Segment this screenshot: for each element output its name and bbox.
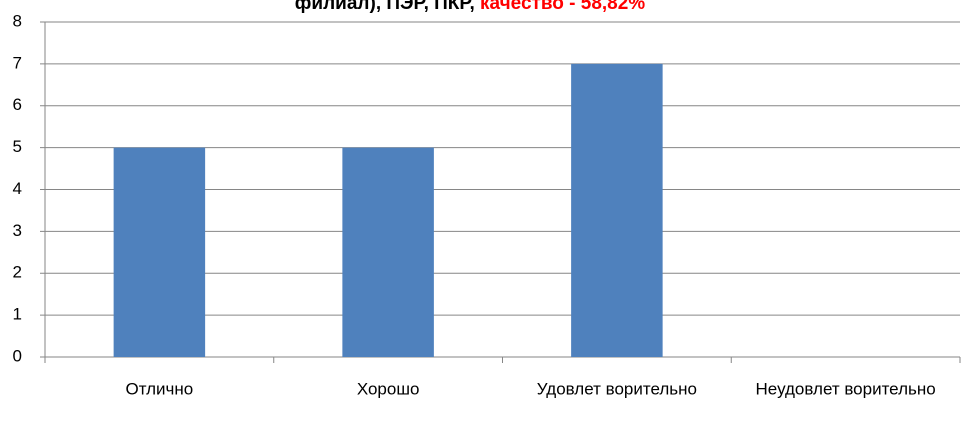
y-tick-label: 2 bbox=[13, 263, 22, 282]
x-tick-label: Хорошо bbox=[357, 379, 420, 398]
chart-title: филиал), ПЭР, ПКР, качество - 58,82% bbox=[295, 0, 646, 14]
bar bbox=[342, 147, 434, 357]
title-part: качество - 58,82% bbox=[480, 0, 645, 14]
y-tick-label: 4 bbox=[13, 179, 22, 198]
y-tick-label: 1 bbox=[13, 305, 22, 324]
y-tick-label: 6 bbox=[13, 95, 22, 114]
y-tick-label: 3 bbox=[13, 221, 22, 240]
title-part: филиал), ПЭР, ПКР, bbox=[295, 0, 475, 14]
y-tick-label: 7 bbox=[13, 53, 22, 72]
y-tick-label: 0 bbox=[13, 346, 22, 365]
bar bbox=[113, 147, 206, 357]
x-tick-label: Отлично bbox=[125, 379, 193, 398]
y-tick-label: 5 bbox=[13, 137, 22, 156]
x-tick-label: Удовлет ворительно bbox=[537, 379, 697, 398]
bar bbox=[571, 63, 663, 357]
x-tick-label: Неудовлет ворительно bbox=[756, 379, 936, 398]
y-tick-label: 8 bbox=[13, 11, 22, 30]
